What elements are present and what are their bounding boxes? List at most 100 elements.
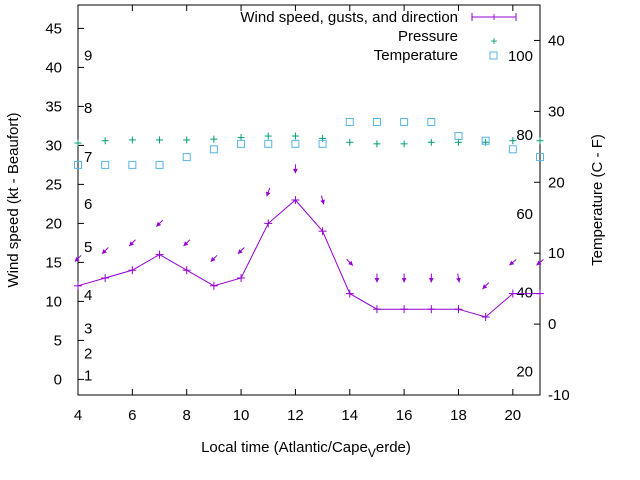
x-tick-label: 8 [183, 407, 191, 424]
legend-temperature-marker [489, 51, 498, 60]
wind-direction-arrow [237, 247, 245, 255]
temperature-point [155, 160, 164, 169]
y-left-tick-label: 25 [45, 176, 62, 193]
wind-direction-arrow [456, 273, 461, 283]
legend-pressure-marker: + [490, 34, 497, 48]
x-tick-label: 16 [396, 407, 413, 424]
wind-direction-arrow [183, 239, 191, 247]
temperature-point [427, 118, 436, 126]
beaufort-label: 6 [84, 196, 92, 213]
x-axis-label-subscript: V [368, 446, 376, 460]
fahrenheit-label: 100 [508, 48, 533, 65]
y-left-tick-label: 35 [45, 98, 62, 115]
wind-direction-arrow [128, 239, 136, 247]
wind-speed-point [400, 305, 409, 314]
wind-direction-arrow [155, 219, 164, 227]
fahrenheit-label: 20 [516, 363, 533, 380]
temperature-point [74, 160, 82, 169]
temperature-point [128, 160, 137, 169]
wind-speed-point [209, 281, 218, 290]
wind-speed-point [182, 266, 191, 275]
wind-speed-line [77, 199, 540, 318]
pressure-point [183, 136, 191, 144]
wind-direction-arrow [101, 247, 109, 255]
y-left-tick-label: 30 [45, 137, 62, 154]
wind-speed-point [345, 289, 354, 298]
y-axis-left-label: Wind speed (kt - Beaufort) [5, 112, 22, 287]
pressure-point [264, 132, 272, 140]
beaufort-label: 4 [84, 287, 92, 304]
y-axis-right-label: Temperature (C - F) [589, 134, 606, 266]
x-tick-label: 10 [233, 407, 250, 424]
y-left-tick-label: 5 [54, 332, 62, 349]
temperature-point [345, 118, 354, 126]
wind-speed-point [264, 219, 273, 228]
temperature-point [291, 139, 300, 148]
wind-direction-arrow [428, 273, 434, 283]
beaufort-label: 2 [84, 346, 92, 363]
y-left-tick-label: 45 [45, 20, 62, 37]
legend-wind-label: Wind speed, gusts, and direction [240, 9, 458, 26]
y-left-tick-label: 40 [45, 59, 62, 76]
wind-speed-point [427, 305, 436, 314]
wind-direction-arrow [74, 254, 82, 263]
wind-speed-point [318, 227, 327, 236]
wind-direction-arrow [536, 259, 544, 266]
legend-pressure-label: Pressure [398, 28, 458, 45]
wind-direction-arrow [265, 187, 271, 197]
legend-wind-marker: + [490, 10, 497, 24]
wind-direction-arrow [509, 259, 517, 266]
axis-ticks: 4 6 8 10 12 14 16 18 20051015202530354045-100102… [45, 5, 570, 424]
pressure-point [74, 139, 82, 147]
beaufort-label: 5 [84, 239, 92, 256]
pressure-point [373, 140, 381, 148]
y-right-tick-label: 30 [548, 103, 565, 120]
temperature-point [237, 139, 246, 148]
wind-direction-arrow [293, 164, 298, 174]
pressure-point [482, 138, 490, 146]
wind-direction-arrow [346, 258, 354, 266]
wind-speed-point [74, 281, 82, 290]
beaufort-label: 8 [84, 100, 92, 117]
beaufort-label: 7 [84, 149, 92, 166]
y-right-tick-label: 20 [548, 174, 565, 191]
pressure-point [427, 138, 435, 146]
temperature-point [536, 153, 544, 162]
pressure-point [156, 136, 164, 144]
fahrenheit-label: 40 [516, 285, 533, 302]
x-tick-label: 20 [504, 407, 521, 424]
fahrenheit-label: 60 [516, 206, 533, 223]
y-left-tick-label: 0 [54, 371, 62, 388]
x-tick-label: 12 [287, 407, 304, 424]
wind-speed-point [536, 289, 544, 298]
wind-direction-arrow [482, 282, 490, 290]
pressure-point [101, 137, 109, 145]
pressure-point [536, 137, 544, 145]
pressure-point [400, 140, 408, 148]
legend: Wind speed, gusts, and direction + Press… [240, 9, 517, 64]
x-tick-label: 6 [128, 407, 136, 424]
wind-speed-point [481, 313, 490, 321]
wind-direction-arrow [210, 254, 218, 263]
beaufort-label: 3 [84, 321, 92, 338]
temperature-point [182, 153, 191, 162]
wind-speed-point [508, 289, 517, 298]
y-right-tick-label: -10 [548, 387, 570, 404]
y-right-tick-label: 0 [548, 316, 556, 333]
temperature-point [400, 118, 409, 126]
pressure-point [210, 135, 218, 143]
wind-speed-point [237, 274, 246, 282]
wind-direction-arrow [320, 195, 325, 205]
temperature-point [372, 118, 381, 126]
wind-speed-point [291, 196, 300, 204]
x-tick-label: 4 [74, 407, 82, 424]
y-right-tick-label: 10 [548, 245, 565, 262]
wind-speed-point [454, 305, 463, 314]
x-tick-label: 18 [450, 407, 467, 424]
wind-speed-point [372, 305, 381, 314]
temperature-point [209, 145, 218, 154]
temperature-point [264, 139, 273, 148]
temperature-point [454, 132, 463, 141]
x-axis-label: Local time (Atlantic/CapeVerde) [201, 439, 411, 460]
